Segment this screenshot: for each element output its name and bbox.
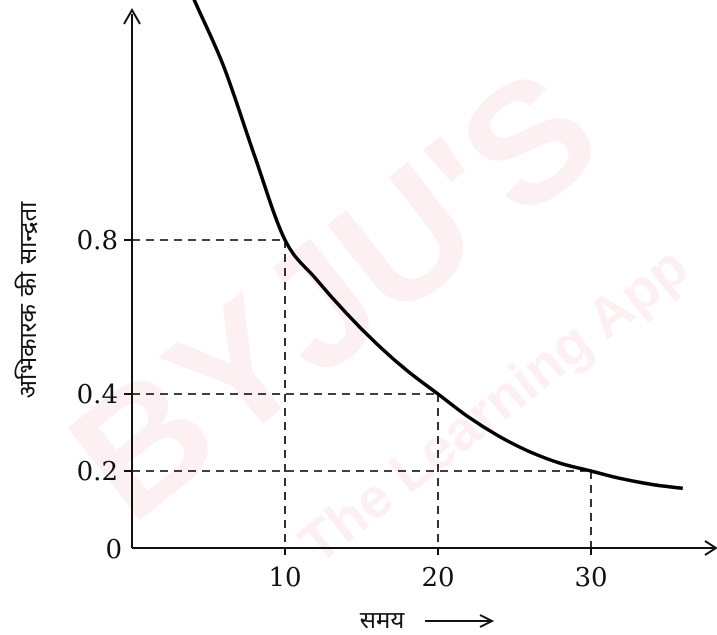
axes (123, 7, 717, 556)
y-axis-label: अभिकारक की सान्द्रता (14, 201, 42, 399)
x-tick-label: 10 (268, 563, 301, 593)
y-tick-label: 0.2 (77, 457, 118, 487)
watermark-brand: BYJU'S (37, 32, 633, 556)
y-ticks: 0.20.40.81.6 (77, 226, 132, 487)
origin-label: 0 (105, 535, 122, 565)
x-ticks: 10 20 30 (268, 548, 608, 593)
x-axis-title-arrow-head (479, 614, 495, 628)
x-axis-arrow (704, 540, 717, 556)
y-axis-arrow (123, 7, 141, 25)
x-tick-label: 30 (574, 563, 607, 593)
x-tick-label: 20 (421, 563, 454, 593)
series-line (192, 0, 684, 491)
x-axis-title: समय (360, 606, 495, 634)
watermark: BYJU'S The Learning App (37, 32, 700, 575)
y-tick-label: 0.4 (77, 380, 118, 410)
guide-lines (132, 239, 592, 548)
x-axis-label: समय (360, 606, 406, 634)
y-tick-label: 0.8 (77, 226, 118, 256)
